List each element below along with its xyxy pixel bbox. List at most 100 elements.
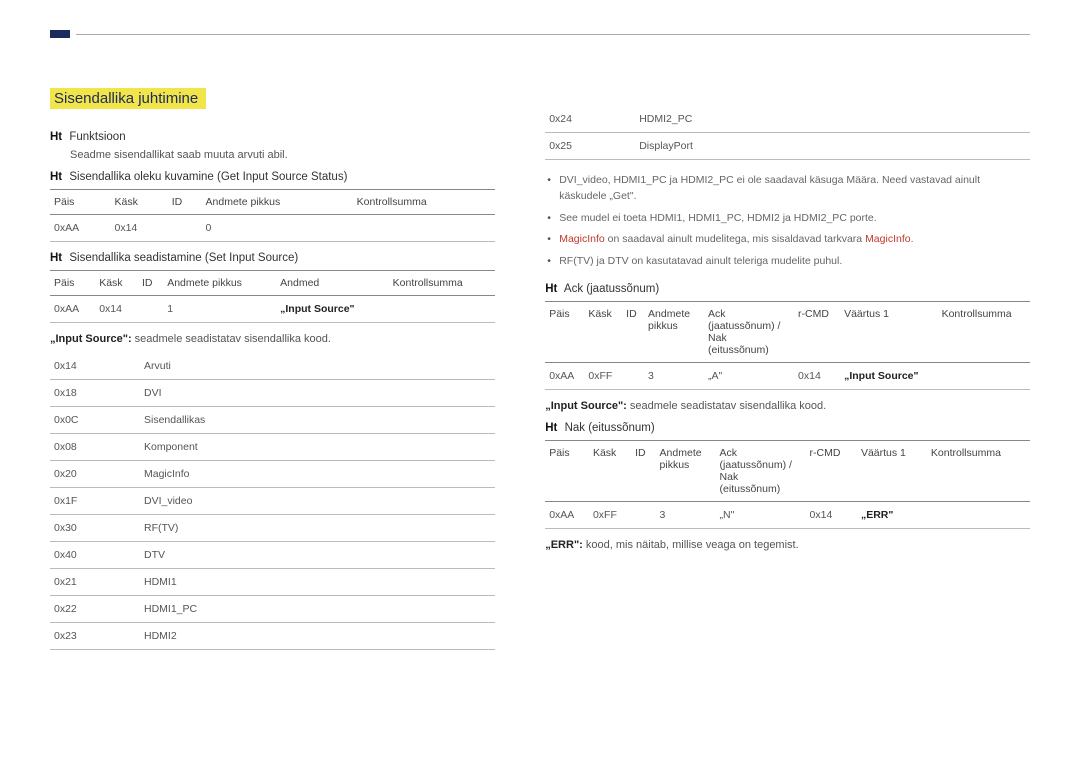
notes-list: DVI_video, HDMI1_PC ja HDMI2_PC ei ole s… — [545, 170, 1030, 273]
td: 0x24 — [545, 106, 635, 133]
input-source-note-2: „Input Source": seadmele seadistatav sis… — [545, 400, 1030, 412]
th: Kontrollsumma — [389, 271, 496, 296]
right-column: 0x24HDMI2_PC0x25DisplayPort DVI_video, H… — [545, 88, 1030, 660]
td: „A" — [704, 362, 794, 389]
td: „N" — [716, 501, 806, 528]
heading-get: Ht Sisendallika oleku kuvamine (Get Inpu… — [50, 171, 495, 183]
brand-block — [50, 30, 70, 38]
th: Andmete pikkus — [163, 271, 276, 296]
td: „Input Source" — [840, 362, 938, 389]
note-bold: „Input Source": — [50, 333, 132, 345]
table-source-codes: 0x14Arvuti0x18DVI0x0CSisendallikas0x08Ko… — [50, 353, 495, 650]
input-source-note: „Input Source": seadmele seadistatav sis… — [50, 333, 495, 345]
td: 0x14 — [110, 215, 167, 242]
td: 0 — [202, 215, 353, 242]
td: MagicInfo — [140, 461, 495, 488]
heading-prefix: Ht — [545, 422, 557, 434]
heading-prefix: Ht — [545, 283, 557, 295]
td: 0x14 — [95, 296, 138, 323]
th: ID — [631, 440, 655, 501]
td: 0x08 — [50, 434, 140, 461]
th: Käsk — [110, 190, 167, 215]
th: Väärtus 1 — [840, 301, 938, 362]
list-item: MagicInfo on saadaval ainult mudelitega,… — [545, 229, 1030, 251]
note-bold: „Input Source": — [545, 400, 627, 412]
th: ID — [622, 301, 644, 362]
td: „Input Source" — [276, 296, 389, 323]
table-source-codes-tail: 0x24HDMI2_PC0x25DisplayPort — [545, 106, 1030, 160]
note-bold: „ERR": — [545, 539, 583, 551]
th: Päis — [50, 190, 110, 215]
list-item: DVI_video, HDMI1_PC ja HDMI2_PC ei ole s… — [545, 170, 1030, 208]
heading-set: Ht Sisendallika seadistamine (Set Input … — [50, 252, 495, 264]
table-set-source: Päis Käsk ID Andmete pikkus Andmed Kontr… — [50, 270, 495, 323]
heading-text: Sisendallika oleku kuvamine (Get Input S… — [69, 171, 347, 183]
td — [631, 501, 655, 528]
td: HDMI1_PC — [140, 596, 495, 623]
th: r-CMD — [794, 301, 840, 362]
th: Käsk — [95, 271, 138, 296]
td: 0x14 — [50, 353, 140, 380]
td — [389, 296, 496, 323]
td: DVI_video — [140, 488, 495, 515]
td: 0x14 — [794, 362, 840, 389]
td: 0x0C — [50, 407, 140, 434]
th: r-CMD — [806, 440, 857, 501]
td: HDMI1 — [140, 569, 495, 596]
td: 3 — [644, 362, 704, 389]
td: 0x21 — [50, 569, 140, 596]
td: 0xAA — [545, 501, 589, 528]
td — [138, 296, 163, 323]
function-description: Seadme sisendallikat saab muuta arvuti a… — [70, 149, 495, 161]
heading-function: Ht Funktsioon — [50, 131, 495, 143]
table-nak: Päis Käsk ID Andmete pikkus Ack (jaatuss… — [545, 440, 1030, 529]
td — [938, 362, 1030, 389]
td: 0x22 — [50, 596, 140, 623]
td — [927, 501, 1030, 528]
td: Komponent — [140, 434, 495, 461]
td: 0xAA — [50, 296, 95, 323]
td: 0x1F — [50, 488, 140, 515]
td: 0x30 — [50, 515, 140, 542]
th: Väärtus 1 — [857, 440, 927, 501]
note-rest: seadmele seadistatav sisendallika kood. — [132, 333, 331, 345]
table-ack: Päis Käsk ID Andmete pikkus Ack (jaatuss… — [545, 301, 1030, 390]
td: 0xAA — [545, 362, 584, 389]
err-note: „ERR": kood, mis näitab, millise veaga o… — [545, 539, 1030, 551]
td: 0xAA — [50, 215, 110, 242]
top-bar — [50, 30, 1030, 38]
td: 0x20 — [50, 461, 140, 488]
td: DVI — [140, 380, 495, 407]
td: HDMI2 — [140, 623, 495, 650]
th: ID — [168, 190, 202, 215]
td: 0x40 — [50, 542, 140, 569]
heading-text: Nak (eitussõnum) — [565, 422, 655, 434]
td: RF(TV) — [140, 515, 495, 542]
heading-ack: Ht Ack (jaatussõnum) — [545, 283, 1030, 295]
note-rest: seadmele seadistatav sisendallika kood. — [627, 400, 826, 412]
th: Andmete pikkus — [644, 301, 704, 362]
td: 0x18 — [50, 380, 140, 407]
section-title: Sisendallika juhtimine — [50, 88, 206, 109]
td: Arvuti — [140, 353, 495, 380]
th: Kontrollsumma — [353, 190, 496, 215]
list-item: See mudel ei toeta HDMI1, HDMI1_PC, HDMI… — [545, 208, 1030, 230]
heading-nak: Ht Nak (eitussõnum) — [545, 422, 1030, 434]
td: „ERR" — [857, 501, 927, 528]
th: Kontrollsumma — [927, 440, 1030, 501]
heading-text: Ack (jaatussõnum) — [564, 283, 659, 295]
divider-line — [76, 34, 1030, 35]
th: ID — [138, 271, 163, 296]
td: 0xFF — [584, 362, 622, 389]
td: DTV — [140, 542, 495, 569]
heading-prefix: Ht — [50, 171, 62, 183]
th: Andmete pikkus — [202, 190, 353, 215]
th: Päis — [545, 440, 589, 501]
td: 1 — [163, 296, 276, 323]
list-item: RF(TV) ja DTV on kasutatavad ainult tele… — [545, 251, 1030, 273]
td: 0x14 — [806, 501, 857, 528]
th: Ack (jaatussõnum) / Nak (eitussõnum) — [704, 301, 794, 362]
td: 0x23 — [50, 623, 140, 650]
table-get-status: Päis Käsk ID Andmete pikkus Kontrollsumm… — [50, 189, 495, 242]
heading-text: Sisendallika seadistamine (Set Input Sou… — [69, 252, 298, 264]
